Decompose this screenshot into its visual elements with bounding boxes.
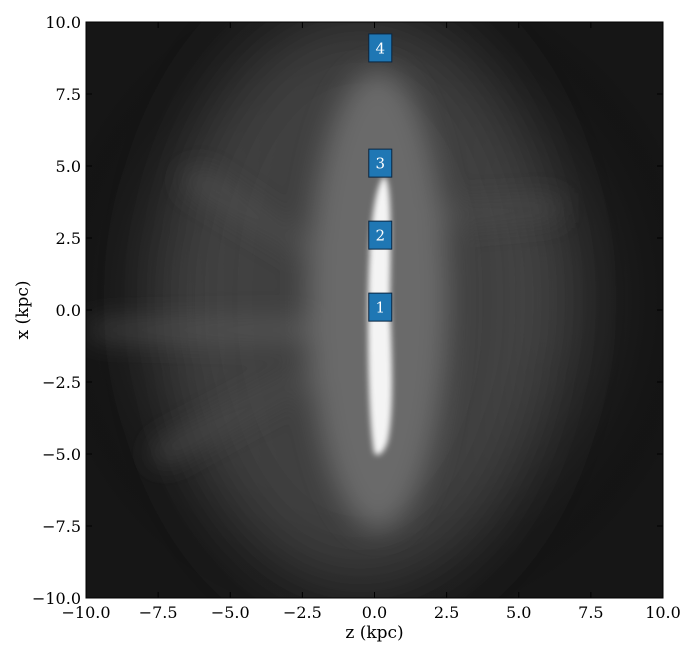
marker-box-3 [368,148,393,178]
marker-box-4 [368,33,393,63]
y-axis-label: x (kpc) [13,281,33,340]
y-tick-label: 5.0 [56,157,81,176]
x-tick-label: 0.0 [362,603,387,622]
ticks-layer: −10.0 −7.5 −5.0 −2.5 0.0 2.5 5.0 7.5 10.0−10.0−7… [32,13,681,622]
x-tick-label: −10.0 [61,603,110,622]
marker-label-2: 2 [375,227,385,245]
marker-box-1 [368,292,393,322]
y-tick-label: −2.5 [42,373,81,392]
y-tick-label: 0.0 [56,301,81,320]
y-tick-label: 2.5 [56,229,81,248]
y-tick-label: −5.0 [42,445,81,464]
heatmap-image [86,22,663,598]
x-tick-label: 2.5 [434,603,459,622]
x-tick-label: 7.5 [578,603,603,622]
x-axis-label: z (kpc) [345,623,403,643]
x-tick-label: −2.5 [283,603,322,622]
x-tick-label: −7.5 [139,603,178,622]
marker-box-2 [368,220,393,250]
y-tick-label: 7.5 [56,85,81,104]
x-tick-label: 10.0 [645,603,681,622]
x-tick-label: −5.0 [211,603,250,622]
marker-label-1: 1 [375,299,385,317]
y-tick-label: −10.0 [32,589,81,608]
markers-layer: 1 2 3 4 [368,33,393,322]
marker-label-4: 4 [375,39,385,57]
x-tick-label: 5.0 [506,603,531,622]
marker-label-3: 3 [375,155,385,173]
y-tick-label: −7.5 [42,517,81,536]
y-tick-label: 10.0 [45,13,81,32]
